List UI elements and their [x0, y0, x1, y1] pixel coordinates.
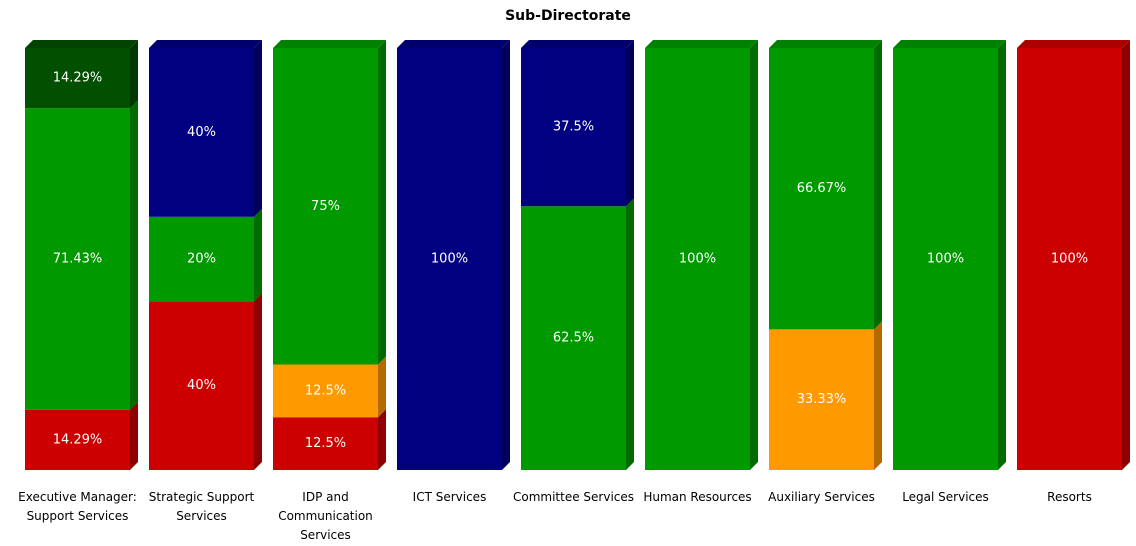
bar-segment	[521, 48, 626, 207]
value-label: 75%	[311, 199, 340, 214]
value-label: 100%	[1051, 252, 1088, 267]
x-tick-label: Strategic Support Services	[148, 490, 255, 523]
value-label: 40%	[187, 378, 216, 393]
bar-segment	[769, 329, 874, 470]
value-label: 71.43%	[53, 251, 103, 266]
x-tick-label: Committee Services	[512, 490, 635, 504]
x-tick-label: IDP and Communication Services	[278, 490, 373, 542]
bar-side	[626, 198, 634, 470]
bar-top	[149, 40, 262, 48]
bar-segment	[521, 206, 626, 470]
bar-side	[998, 40, 1006, 470]
bar-side	[750, 40, 758, 470]
bar-side	[130, 39, 138, 109]
bar-segment	[397, 48, 502, 470]
bar-top	[893, 40, 1006, 48]
bar-side	[378, 409, 386, 470]
bar-side	[254, 208, 262, 302]
bar-top	[1017, 40, 1130, 48]
bar-segment	[149, 216, 254, 302]
bar-side	[254, 40, 262, 217]
bar-top	[521, 40, 634, 48]
bar-top	[273, 40, 386, 48]
value-label: 37.5%	[553, 120, 594, 135]
value-label: 12.5%	[305, 436, 346, 451]
x-tick-label: Resorts	[1047, 490, 1092, 504]
value-label: 62.5%	[553, 331, 594, 346]
bar-segment	[25, 47, 130, 109]
bar-segment	[769, 48, 874, 330]
value-label: 12.5%	[305, 383, 346, 398]
bar-segment	[273, 364, 378, 418]
bar-side	[502, 40, 510, 470]
bar-segment	[273, 48, 378, 365]
bar-segment	[149, 301, 254, 470]
x-tick-label: Human Resources	[643, 490, 752, 504]
bar-segment	[1017, 48, 1122, 470]
value-label: 14.29%	[53, 71, 103, 86]
value-label: 100%	[431, 252, 468, 267]
bar-segment	[149, 48, 254, 217]
bar-top	[769, 40, 882, 48]
x-tick-label: ICT Services	[412, 490, 487, 504]
bar-top	[397, 40, 510, 48]
bar-top	[25, 39, 138, 48]
bar-side	[874, 321, 882, 470]
value-label: 20%	[187, 252, 216, 267]
value-label: 14.29%	[53, 432, 103, 447]
bar-segment	[25, 409, 130, 470]
bar-side	[130, 401, 138, 470]
value-label: 40%	[187, 125, 216, 140]
bar-segment	[273, 417, 378, 470]
bar-segment	[645, 48, 750, 470]
bar-side	[130, 100, 138, 410]
chart-title: Sub-Directorate	[505, 8, 631, 24]
bar-segment	[25, 108, 130, 410]
bar-side	[378, 356, 386, 418]
bar-side	[874, 40, 882, 330]
x-tick-label: Executive Manager: Support Services	[18, 490, 137, 523]
bar-top	[645, 40, 758, 48]
value-label: 66.67%	[797, 181, 847, 196]
bar-side	[626, 40, 634, 207]
bar-side	[378, 40, 386, 365]
value-label: 100%	[679, 252, 716, 267]
bar-segment	[893, 48, 998, 470]
value-label: 33.33%	[797, 392, 847, 407]
bar-side	[254, 293, 262, 470]
x-tick-label: Legal Services	[902, 490, 989, 504]
bar-side	[1122, 40, 1130, 470]
value-label: 100%	[927, 252, 964, 267]
x-tick-label: Auxiliary Services	[768, 490, 875, 504]
